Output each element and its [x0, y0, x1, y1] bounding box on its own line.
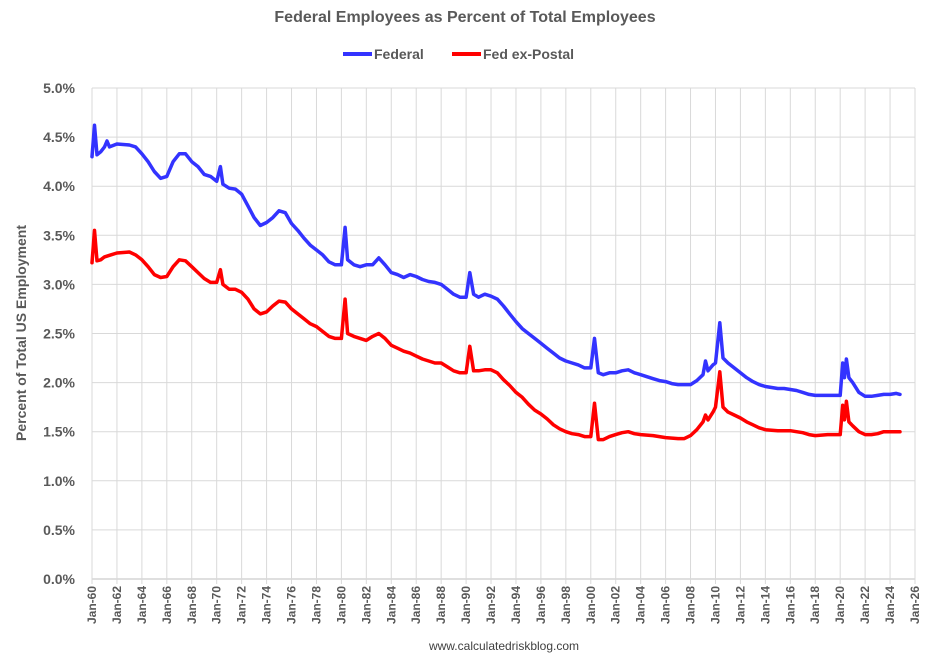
y-tick-label: 4.0% — [43, 178, 75, 194]
x-tick-label: Jan-22 — [858, 586, 872, 624]
x-tick-label: Jan-10 — [708, 586, 722, 624]
x-tick-label: Jan-84 — [384, 586, 398, 624]
x-tick-label: Jan-80 — [334, 586, 348, 624]
y-tick-label: 0.0% — [43, 571, 75, 587]
x-tick-label: Jan-64 — [135, 586, 149, 624]
y-tick-label: 2.5% — [43, 326, 75, 342]
x-tick-label: Jan-08 — [684, 586, 698, 624]
y-axis-label: Percent of Total US Employment — [13, 225, 29, 441]
x-tick-label: Jan-26 — [908, 586, 922, 624]
x-tick-label: Jan-76 — [285, 586, 299, 624]
series-line-fed-ex-postal — [90, 228, 902, 442]
y-tick-label: 3.0% — [43, 276, 75, 292]
x-tick-label: Jan-70 — [210, 586, 224, 624]
x-tick-label: Jan-12 — [733, 586, 747, 624]
x-tick-label: Jan-98 — [559, 586, 573, 624]
x-tick-label: Jan-14 — [758, 586, 772, 624]
legend-label-federal: Federal — [374, 46, 424, 62]
x-tick-label: Jan-60 — [85, 586, 99, 624]
x-tick-label: Jan-96 — [534, 586, 548, 624]
series-lines — [90, 123, 902, 442]
x-tick-label: Jan-16 — [783, 586, 797, 624]
x-tick-label: Jan-00 — [584, 586, 598, 624]
x-tick-label: Jan-20 — [833, 586, 847, 624]
x-tick-label: Jan-88 — [434, 586, 448, 624]
y-axis-ticks: 0.0% 0.5% 1.0% 1.5% 2.0% 2.5% 3.0% 3.5% 4.0% 4.5%… — [43, 80, 75, 587]
legend-label-fed-ex-postal: Fed ex-Postal — [483, 46, 574, 62]
x-tick-label: Jan-74 — [260, 586, 274, 624]
x-tick-label: Jan-62 — [110, 586, 124, 624]
x-tick-label: Jan-90 — [459, 586, 473, 624]
x-tick-label: Jan-92 — [484, 586, 498, 624]
x-tick-label: Jan-86 — [409, 586, 423, 624]
x-tick-label: Jan-94 — [509, 586, 523, 624]
gridlines — [91, 87, 916, 584]
x-axis-ticks: Jan-60 Jan-62 Jan-64 Jan-66 Jan-68 Jan-70 Jan-… — [85, 586, 922, 624]
y-tick-label: 4.5% — [43, 129, 75, 145]
x-tick-label: Jan-72 — [235, 586, 249, 624]
x-tick-label: Jan-18 — [808, 586, 822, 624]
y-tick-label: 3.5% — [43, 227, 75, 243]
x-tick-label: Jan-68 — [185, 586, 199, 624]
x-tick-label: Jan-24 — [883, 586, 897, 624]
x-tick-label: Jan-02 — [609, 586, 623, 624]
x-tick-label: Jan-78 — [309, 586, 323, 624]
y-tick-label: 5.0% — [43, 80, 75, 96]
y-tick-label: 2.0% — [43, 375, 75, 391]
x-tick-label: Jan-04 — [634, 586, 648, 624]
y-tick-label: 1.0% — [43, 473, 75, 489]
footer-source: www.calculatedriskblog.com — [428, 639, 579, 653]
series-line-federal — [90, 123, 902, 399]
x-tick-label: Jan-06 — [659, 586, 673, 624]
y-tick-label: 0.5% — [43, 522, 75, 538]
x-tick-label: Jan-66 — [160, 586, 174, 624]
legend: Federal Fed ex-Postal — [343, 46, 574, 62]
chart-title: Federal Employees as Percent of Total Em… — [274, 9, 655, 26]
x-tick-label: Jan-82 — [359, 586, 373, 624]
y-tick-label: 1.5% — [43, 424, 75, 440]
